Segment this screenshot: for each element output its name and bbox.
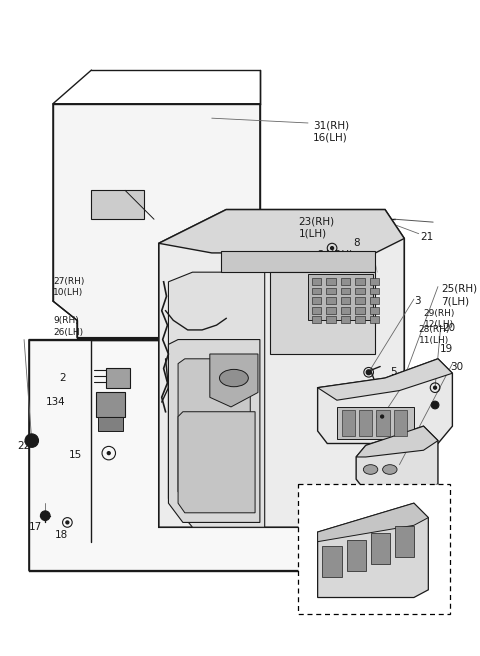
Polygon shape bbox=[312, 316, 322, 323]
Polygon shape bbox=[318, 359, 452, 400]
Text: 17: 17 bbox=[29, 522, 42, 533]
Polygon shape bbox=[312, 287, 322, 295]
Polygon shape bbox=[341, 278, 350, 285]
Polygon shape bbox=[326, 278, 336, 285]
Text: 3: 3 bbox=[414, 297, 420, 306]
Circle shape bbox=[377, 412, 387, 421]
Polygon shape bbox=[341, 287, 350, 295]
Text: 24(RH)
6(LH): 24(RH) 6(LH) bbox=[318, 249, 354, 272]
Polygon shape bbox=[376, 410, 390, 436]
Polygon shape bbox=[168, 272, 264, 527]
Text: 14: 14 bbox=[431, 598, 444, 607]
Polygon shape bbox=[178, 412, 255, 513]
Polygon shape bbox=[159, 210, 404, 527]
Polygon shape bbox=[318, 503, 428, 598]
Polygon shape bbox=[221, 251, 375, 272]
Polygon shape bbox=[347, 540, 366, 571]
Text: 18: 18 bbox=[55, 530, 68, 540]
Circle shape bbox=[381, 415, 384, 418]
Text: 31(RH)
16(LH): 31(RH) 16(LH) bbox=[313, 120, 349, 142]
Text: 8: 8 bbox=[353, 239, 360, 249]
Polygon shape bbox=[356, 426, 438, 457]
Polygon shape bbox=[370, 278, 379, 285]
Polygon shape bbox=[370, 307, 379, 314]
Polygon shape bbox=[395, 526, 414, 557]
Polygon shape bbox=[106, 369, 130, 388]
Polygon shape bbox=[98, 417, 123, 431]
Circle shape bbox=[108, 452, 110, 455]
Polygon shape bbox=[53, 104, 260, 338]
Circle shape bbox=[431, 401, 439, 409]
Text: 28(RH)
11(LH): 28(RH) 11(LH) bbox=[419, 325, 450, 345]
Polygon shape bbox=[29, 340, 433, 571]
Text: 30: 30 bbox=[450, 361, 464, 372]
Polygon shape bbox=[312, 278, 322, 285]
Circle shape bbox=[366, 370, 371, 375]
Circle shape bbox=[40, 511, 50, 520]
Text: 21: 21 bbox=[420, 232, 434, 242]
Polygon shape bbox=[341, 297, 350, 304]
Polygon shape bbox=[355, 297, 365, 304]
Polygon shape bbox=[312, 297, 322, 304]
Text: 13: 13 bbox=[46, 398, 60, 407]
Polygon shape bbox=[342, 410, 355, 436]
Polygon shape bbox=[370, 287, 379, 295]
Text: 20: 20 bbox=[442, 323, 455, 333]
Polygon shape bbox=[341, 316, 350, 323]
Text: 29(RH)
12(LH): 29(RH) 12(LH) bbox=[423, 309, 455, 329]
Text: 4: 4 bbox=[58, 398, 64, 407]
Polygon shape bbox=[326, 316, 336, 323]
Polygon shape bbox=[318, 503, 428, 542]
Text: 22: 22 bbox=[17, 441, 31, 451]
Polygon shape bbox=[355, 316, 365, 323]
Circle shape bbox=[331, 247, 334, 249]
Text: 25(RH)
7(LH): 25(RH) 7(LH) bbox=[441, 284, 477, 306]
Text: (LH): (LH) bbox=[306, 486, 327, 496]
Ellipse shape bbox=[219, 369, 248, 387]
Text: 27(RH)
10(LH): 27(RH) 10(LH) bbox=[53, 277, 84, 297]
Circle shape bbox=[30, 439, 33, 442]
Circle shape bbox=[433, 386, 436, 389]
Polygon shape bbox=[323, 546, 342, 577]
Polygon shape bbox=[326, 287, 336, 295]
Polygon shape bbox=[355, 307, 365, 314]
Polygon shape bbox=[326, 297, 336, 304]
Polygon shape bbox=[371, 533, 390, 564]
Ellipse shape bbox=[363, 464, 378, 474]
Polygon shape bbox=[370, 297, 379, 304]
Polygon shape bbox=[341, 307, 350, 314]
FancyBboxPatch shape bbox=[299, 484, 450, 614]
Text: 23(RH)
1(LH): 23(RH) 1(LH) bbox=[299, 216, 335, 239]
Ellipse shape bbox=[383, 464, 397, 474]
Polygon shape bbox=[355, 287, 365, 295]
Polygon shape bbox=[326, 307, 336, 314]
Polygon shape bbox=[370, 316, 379, 323]
Polygon shape bbox=[337, 407, 414, 439]
Text: 5: 5 bbox=[390, 367, 396, 377]
Polygon shape bbox=[92, 190, 144, 219]
Polygon shape bbox=[168, 340, 260, 522]
Polygon shape bbox=[359, 410, 372, 436]
Text: 15: 15 bbox=[69, 450, 83, 461]
Polygon shape bbox=[178, 359, 250, 503]
Text: 2: 2 bbox=[60, 373, 66, 383]
Polygon shape bbox=[312, 307, 322, 314]
Circle shape bbox=[118, 404, 123, 410]
Polygon shape bbox=[318, 359, 452, 443]
Circle shape bbox=[25, 434, 38, 447]
Text: 9(RH)
26(LH): 9(RH) 26(LH) bbox=[53, 316, 83, 337]
Polygon shape bbox=[355, 278, 365, 285]
Text: 19: 19 bbox=[440, 344, 453, 354]
Polygon shape bbox=[269, 272, 375, 354]
Polygon shape bbox=[210, 354, 258, 407]
Polygon shape bbox=[356, 426, 438, 491]
Polygon shape bbox=[159, 210, 404, 253]
Polygon shape bbox=[308, 274, 373, 320]
Polygon shape bbox=[394, 410, 407, 436]
Polygon shape bbox=[96, 392, 125, 417]
Circle shape bbox=[66, 521, 69, 524]
